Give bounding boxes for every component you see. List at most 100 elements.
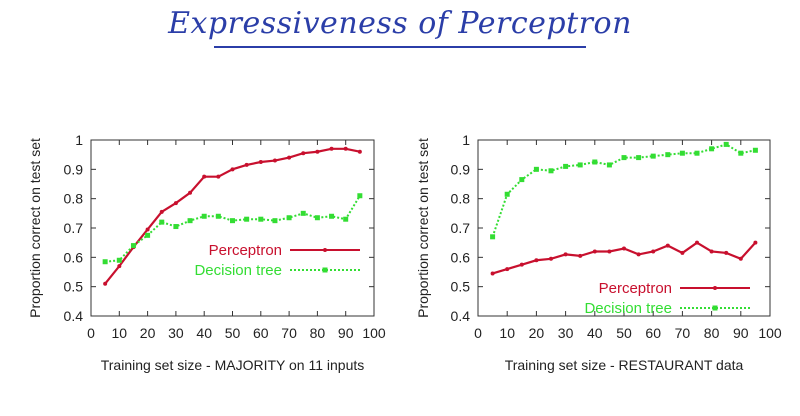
data-point-decision-tree [621,155,627,161]
data-point-perceptron [315,149,320,154]
legend-marker-decision-tree [712,305,718,311]
data-point-perceptron [159,209,164,214]
legend-label-decision-tree: Decision tree [194,262,282,279]
y-tick-label: 0.4 [64,308,84,324]
x-tick-label: 40 [196,325,212,341]
legend-label-decision-tree: Decision tree [584,300,672,317]
data-point-decision-tree [201,213,207,219]
legend-label-perceptron: Perceptron [599,280,672,297]
data-point-decision-tree [343,216,349,222]
data-point-decision-tree [519,177,525,183]
data-point-perceptron [724,250,729,255]
data-point-decision-tree [187,218,193,224]
y-tick-label: 0.4 [451,308,471,324]
data-point-decision-tree [738,150,744,156]
y-tick-label: 0.7 [64,220,84,236]
data-point-perceptron [636,252,641,257]
x-tick-label: 90 [733,325,749,341]
x-tick-label: 0 [87,325,95,341]
data-point-decision-tree [173,224,179,230]
data-point-perceptron [202,174,207,179]
data-point-perceptron [505,267,510,272]
y-tick-label: 0.8 [64,191,84,207]
data-point-perceptron [549,256,553,261]
data-point-decision-tree [329,213,335,219]
data-point-perceptron [519,262,524,267]
y-tick-label: 0.9 [64,161,84,177]
data-point-perceptron [665,243,670,248]
x-tick-label: 100 [758,325,782,341]
legend-marker-decision-tree [322,267,328,273]
data-point-perceptron [622,246,626,251]
x-tick-label: 60 [645,325,661,341]
data-point-decision-tree [577,162,583,168]
y-tick-label: 0.7 [451,220,471,236]
data-point-decision-tree [665,152,671,158]
data-point-decision-tree [709,146,715,152]
legend-marker-perceptron [713,286,717,290]
data-point-decision-tree [723,141,729,147]
x-tick-label: 30 [558,325,574,341]
legend-marker-perceptron [323,248,327,252]
data-point-perceptron [680,250,685,255]
data-point-perceptron [216,174,221,179]
data-point-perceptron [230,167,235,172]
x-tick-label: 20 [529,325,545,341]
data-point-perceptron [117,264,122,269]
data-point-decision-tree [548,168,554,174]
data-point-decision-tree [679,150,685,156]
slide-title: Expressiveness of Perceptron [168,6,632,41]
y-axis-label: Proportion correct on test set [415,138,431,318]
data-point-perceptron [272,158,277,163]
title-underline [214,46,586,48]
y-tick-label: 0.9 [451,161,471,177]
data-point-decision-tree [650,153,656,159]
data-point-perceptron [534,258,539,263]
x-tick-label: 40 [587,325,603,341]
data-point-perceptron [578,253,583,258]
data-point-decision-tree [314,215,320,221]
data-point-decision-tree [533,166,539,172]
x-tick-label: 90 [338,325,354,341]
y-tick-label: 0.8 [451,191,471,207]
x-tick-label: 50 [225,325,241,341]
data-point-perceptron [188,190,193,195]
y-tick-label: 0.5 [451,279,471,295]
y-tick-label: 1 [75,132,83,148]
y-axis-label: Proportion correct on test set [27,138,43,318]
x-tick-label: 20 [140,325,156,341]
data-point-perceptron [709,249,714,254]
y-tick-label: 0.6 [451,249,471,265]
x-tick-label: 80 [704,325,720,341]
data-point-perceptron [753,240,758,245]
data-point-decision-tree [145,232,151,238]
data-point-decision-tree [258,216,264,222]
data-point-decision-tree [636,155,642,161]
data-point-decision-tree [694,150,700,156]
data-point-decision-tree [300,210,306,216]
data-point-perceptron [651,249,656,254]
data-point-decision-tree [230,218,235,224]
x-tick-label: 80 [310,325,326,341]
data-point-decision-tree [215,213,221,219]
data-point-perceptron [695,240,699,245]
x-tick-label: 0 [474,325,482,341]
x-tick-label: 10 [112,325,128,341]
data-point-perceptron [738,256,743,261]
data-point-decision-tree [504,191,510,197]
data-point-decision-tree [272,218,278,224]
data-point-perceptron [329,146,334,151]
data-point-decision-tree [116,257,122,263]
data-point-decision-tree [357,193,363,199]
y-tick-label: 0.6 [64,249,84,265]
data-point-decision-tree [102,259,108,265]
x-axis-label: Training set size - MAJORITY on 11 input… [101,357,365,373]
data-point-perceptron [145,227,150,232]
data-point-perceptron [287,155,292,160]
data-point-decision-tree [244,216,250,222]
x-tick-label: 50 [616,325,632,341]
x-tick-label: 60 [253,325,269,341]
